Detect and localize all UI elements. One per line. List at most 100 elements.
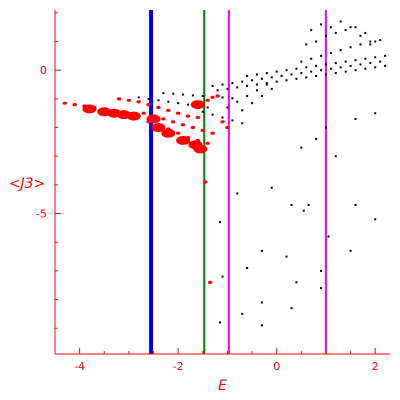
data-point-s0-66 — [384, 54, 387, 57]
data-point-s0-65 — [374, 56, 377, 59]
data-point-s0-36 — [236, 86, 239, 89]
data-point-s1-34 — [210, 95, 215, 100]
data-point-s0-20 — [251, 79, 254, 82]
data-point-s0-114 — [302, 209, 305, 212]
data-point-s1-9 — [126, 98, 132, 102]
data-point-s1-21 — [180, 123, 186, 127]
data-point-s0-53 — [255, 73, 258, 76]
data-points — [62, 20, 387, 327]
data-point-s0-103 — [260, 95, 263, 97]
data-point-s0-91 — [201, 110, 204, 113]
data-point-s2-7 — [161, 128, 176, 138]
data-point-s0-113 — [290, 203, 293, 206]
data-point-s0-62 — [344, 60, 347, 63]
data-point-s0-82 — [364, 31, 367, 34]
data-point-s0-105 — [300, 146, 303, 149]
data-point-s0-14 — [221, 96, 224, 99]
data-point-s0-25 — [300, 72, 303, 75]
data-point-s0-31 — [359, 63, 362, 66]
data-point-s0-116 — [327, 235, 330, 238]
data-point-s0-24 — [290, 73, 293, 76]
data-point-s1-17 — [141, 111, 146, 115]
data-point-s0-23 — [280, 74, 283, 77]
data-point-s1-8 — [116, 97, 122, 101]
data-point-s0-7 — [206, 106, 209, 109]
data-point-s0-79 — [334, 31, 337, 34]
x-tick-label: 0 — [273, 360, 280, 373]
y-tick-label: -5 — [36, 208, 47, 221]
data-point-s0-100 — [265, 83, 268, 86]
data-point-s0-97 — [236, 100, 239, 103]
data-point-s0-117 — [354, 203, 357, 206]
data-point-s0-93 — [221, 116, 224, 119]
data-point-s0-63 — [354, 59, 357, 62]
data-point-s0-122 — [246, 267, 249, 269]
data-point-s0-92 — [211, 113, 214, 116]
data-point-s0-41 — [285, 79, 288, 82]
data-point-s0-83 — [374, 40, 377, 43]
data-point-s0-33 — [379, 60, 382, 63]
data-point-s0-119 — [349, 249, 352, 252]
data-point-s1-11 — [146, 103, 151, 107]
data-point-s2-11 — [190, 100, 205, 110]
data-point-s0-34 — [216, 89, 219, 92]
data-point-s0-39 — [265, 82, 268, 85]
data-point-s0-10 — [182, 93, 185, 96]
data-point-s0-18 — [231, 82, 234, 85]
data-point-s0-104 — [270, 87, 273, 90]
data-point-s0-56 — [285, 69, 288, 72]
data-point-s1-15 — [185, 114, 191, 118]
data-point-s0-123 — [295, 281, 298, 284]
data-point-s0-94 — [231, 119, 234, 122]
data-point-s0-55 — [275, 70, 278, 73]
data-point-s1-20 — [171, 120, 176, 124]
data-point-s0-52 — [246, 74, 249, 77]
x-tick-label: -4 — [74, 360, 85, 373]
data-point-s0-80 — [344, 29, 347, 32]
data-point-s2-0 — [82, 104, 97, 114]
data-point-s0-76 — [305, 43, 308, 46]
data-point-s0-16 — [211, 84, 214, 87]
data-point-s0-51 — [384, 64, 387, 67]
data-point-s0-73 — [359, 43, 362, 46]
data-point-s0-108 — [354, 117, 357, 120]
data-point-s1-36 — [203, 180, 208, 184]
data-point-s0-5 — [187, 103, 190, 106]
data-point-s0-54 — [265, 72, 268, 75]
data-point-s0-11 — [191, 94, 194, 97]
data-point-s0-1 — [147, 97, 150, 100]
data-point-s0-125 — [320, 287, 323, 290]
data-point-s1-14 — [175, 111, 181, 115]
data-point-s0-45 — [324, 73, 327, 76]
data-point-s0-78 — [324, 34, 327, 37]
data-point-s0-124 — [320, 269, 323, 272]
data-point-s1-1 — [72, 103, 77, 107]
data-point-s0-132 — [221, 275, 224, 278]
data-point-s0-110 — [334, 155, 337, 158]
data-point-s0-59 — [315, 64, 318, 67]
data-point-s0-88 — [349, 26, 352, 29]
data-point-s0-58 — [305, 66, 308, 69]
data-point-s0-130 — [260, 324, 263, 327]
data-point-s0-27 — [320, 69, 323, 72]
y-axis-label: <J3> — [9, 176, 46, 192]
data-point-s0-112 — [270, 186, 273, 189]
data-point-s0-77 — [315, 40, 318, 43]
data-point-s0-19 — [241, 80, 244, 83]
data-point-s0-50 — [374, 66, 377, 69]
data-point-s1-28 — [175, 131, 181, 135]
data-point-s0-102 — [251, 102, 254, 105]
data-point-s1-39 — [225, 125, 230, 130]
reference-lines — [149, 10, 327, 354]
data-point-s0-126 — [241, 312, 244, 315]
data-point-s2-6 — [151, 123, 166, 133]
data-point-s2-10 — [193, 144, 208, 154]
data-point-s0-12 — [201, 95, 204, 97]
data-point-s0-96 — [226, 106, 229, 109]
data-point-s1-19 — [161, 117, 166, 121]
data-point-s1-23 — [200, 128, 205, 132]
data-point-s0-2 — [157, 99, 160, 102]
data-point-s0-40 — [275, 80, 278, 83]
data-point-s0-22 — [270, 76, 273, 79]
